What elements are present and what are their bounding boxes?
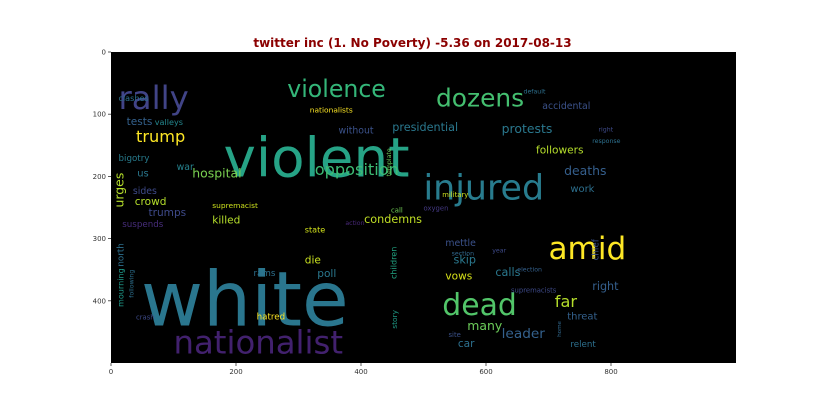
word-skip: skip bbox=[454, 253, 477, 266]
word-followers: followers bbox=[536, 144, 584, 156]
word-north: north bbox=[117, 243, 127, 266]
word-trump: trump bbox=[136, 127, 185, 146]
word-right: right bbox=[592, 280, 619, 293]
word-mourning: mourning bbox=[116, 268, 126, 307]
y-tick-label: 300 bbox=[93, 235, 106, 243]
word-amid: amid bbox=[549, 231, 627, 267]
word-rams: rams bbox=[254, 269, 276, 279]
word-die: die bbox=[305, 254, 321, 266]
word-supremacist: supremacist bbox=[212, 201, 258, 210]
word-work: work bbox=[570, 184, 594, 195]
word-sides: sides bbox=[133, 186, 157, 197]
word-calls: calls bbox=[495, 266, 520, 279]
word-nationalist: nationalist bbox=[174, 324, 344, 362]
word-response: response bbox=[592, 138, 620, 145]
word-us: us bbox=[137, 168, 148, 179]
word-threat: threat bbox=[567, 311, 597, 322]
word-chief: chief bbox=[592, 238, 602, 260]
word-hospital: hospital bbox=[192, 166, 241, 181]
word-white: white bbox=[141, 256, 349, 344]
word-home: home bbox=[557, 320, 563, 336]
word-violent: violent bbox=[224, 125, 410, 189]
word-opposition: opposition bbox=[315, 160, 399, 179]
y-tick-label: 200 bbox=[93, 173, 106, 181]
x-tick-label: 600 bbox=[479, 368, 492, 376]
word-state: state bbox=[305, 224, 325, 234]
word-following: following bbox=[129, 270, 136, 298]
word-election: election bbox=[517, 267, 542, 274]
word-story: story bbox=[390, 309, 399, 328]
word-crowd: crowd bbox=[135, 196, 167, 208]
word-clashes: clashes bbox=[119, 93, 149, 103]
word-supremacists: supremacists bbox=[511, 287, 557, 295]
word-suspends: suspends bbox=[122, 220, 164, 230]
word-site: site bbox=[449, 331, 461, 339]
word-war: war bbox=[177, 162, 194, 173]
word-military: military bbox=[442, 191, 468, 199]
word-year: year bbox=[492, 247, 506, 254]
word-vows: vows bbox=[445, 271, 472, 283]
word-injured: injured bbox=[424, 168, 545, 208]
x-tick-label: 400 bbox=[354, 368, 367, 376]
word-far: far bbox=[555, 292, 578, 311]
word-leader: leader bbox=[502, 326, 546, 342]
word-dozens: dozens bbox=[436, 84, 524, 113]
word-hatred: hatred bbox=[257, 312, 286, 322]
word-template: template bbox=[386, 148, 393, 176]
y-tick-label: 0 bbox=[102, 49, 106, 57]
chart-title: twitter inc (1. No Poverty) -5.36 on 201… bbox=[253, 36, 572, 50]
word-poll: poll bbox=[317, 268, 336, 280]
word-crash: crash bbox=[136, 313, 155, 321]
word-killed: killed bbox=[212, 215, 240, 227]
word-presidential: presidential bbox=[392, 121, 458, 134]
word-right: right bbox=[599, 127, 614, 134]
y-tick-label: 400 bbox=[93, 297, 106, 305]
word-rally: rally bbox=[119, 79, 189, 117]
word-call: call bbox=[391, 206, 403, 214]
word-section: section bbox=[452, 250, 474, 257]
word-nationalists: nationalists bbox=[310, 105, 353, 114]
x-tick-label: 0 bbox=[109, 368, 113, 376]
word-car: car bbox=[458, 338, 475, 350]
word-action: action bbox=[345, 220, 364, 227]
word-valleys: valleys bbox=[155, 117, 183, 127]
word-mettle: mettle bbox=[445, 238, 476, 249]
word-relent: relent bbox=[570, 340, 596, 350]
x-axis: 0 200 400 600 800 bbox=[109, 363, 618, 376]
y-axis: 0 100 200 300 400 bbox=[93, 49, 111, 305]
plot-background bbox=[111, 52, 736, 363]
word-trumps: trumps bbox=[149, 207, 187, 219]
word-oxygen: oxygen bbox=[424, 205, 449, 213]
word-default: default bbox=[524, 89, 546, 96]
x-tick-label: 200 bbox=[229, 368, 242, 376]
word-deaths: deaths bbox=[564, 163, 606, 178]
word-without: without bbox=[339, 125, 374, 136]
word-children: children bbox=[389, 247, 399, 279]
word-bigotry: bigotry bbox=[119, 154, 150, 164]
word-accidental: accidental bbox=[542, 101, 590, 112]
word-urges: urges bbox=[112, 173, 127, 208]
word-dead: dead bbox=[442, 288, 517, 323]
word-violence: violence bbox=[287, 75, 386, 103]
y-tick-label: 100 bbox=[93, 111, 106, 119]
word-condemns: condemns bbox=[364, 213, 422, 226]
word-protests: protests bbox=[502, 121, 553, 136]
word-many: many bbox=[467, 318, 502, 333]
x-tick-label: 800 bbox=[604, 368, 617, 376]
word-tests: tests bbox=[127, 116, 153, 128]
